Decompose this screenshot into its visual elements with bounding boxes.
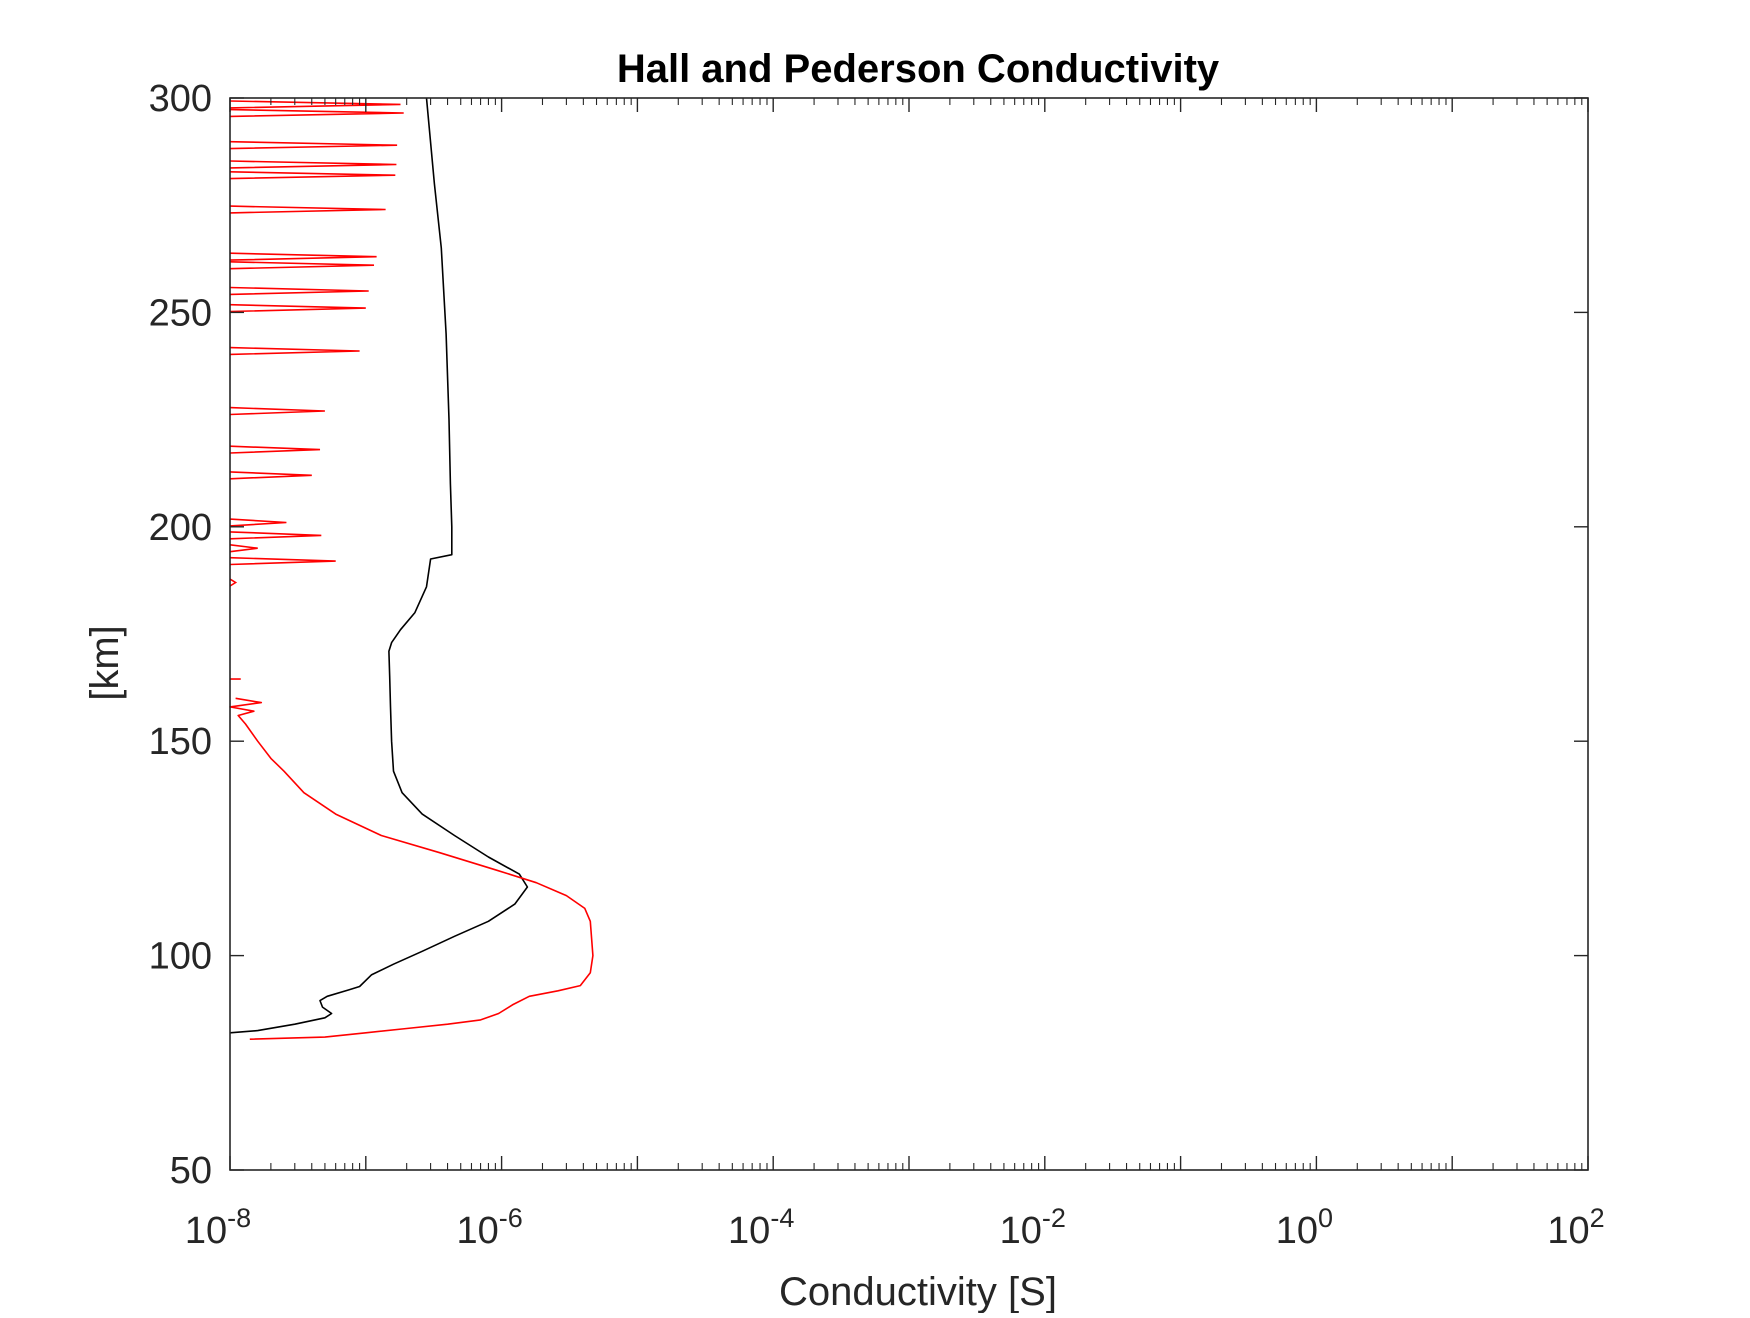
series-spike-17 — [229, 140, 398, 150]
axes-box — [229, 97, 1589, 1171]
x-axis-label: Conductivity [S] — [779, 1270, 1057, 1313]
series-spike-4 — [229, 531, 322, 540]
series-spike-15 — [229, 171, 396, 180]
series-spike-9 — [229, 346, 360, 356]
y-tick-label: 150 — [149, 721, 212, 763]
y-tick-label: 250 — [149, 292, 212, 334]
series-spike-5 — [229, 518, 287, 527]
y-tick-label: 300 — [149, 78, 212, 120]
series-spike-18 — [229, 108, 404, 118]
series-line-1 — [229, 97, 529, 1034]
y-tick-label: 100 — [149, 936, 212, 978]
y-tick-label: 50 — [170, 1150, 212, 1192]
series-spike-3 — [229, 544, 258, 553]
y-tick-label: 200 — [149, 507, 212, 549]
x-tick-label: 102 — [1547, 1203, 1604, 1252]
series-spike-2 — [229, 556, 336, 566]
series-spike-14 — [229, 205, 386, 214]
x-tick-label: 10-8 — [185, 1203, 251, 1252]
series-spike-13 — [229, 252, 377, 261]
series-line-2 — [229, 697, 594, 1040]
series-spike-11 — [229, 286, 369, 296]
series-spike-12 — [229, 261, 375, 270]
series-spike-6 — [229, 471, 312, 480]
y-axis-label: [km] — [83, 625, 127, 701]
series-spike-7 — [229, 445, 321, 454]
series-spike-16 — [229, 160, 397, 169]
series-spike-19 — [229, 100, 401, 109]
series-spike-10 — [229, 303, 366, 313]
x-tick-label: 10-2 — [1000, 1203, 1066, 1252]
x-tick-label: 10-4 — [728, 1203, 794, 1252]
series-spike-8 — [229, 406, 325, 416]
series-spike-1 — [229, 578, 238, 587]
x-tick-label: 100 — [1276, 1203, 1333, 1252]
plot-area: 10-8 10-6 10-4 10-2 100 102 50 100 150 200 250 300 — [149, 78, 1605, 1252]
x-tick-label: 10-6 — [456, 1203, 522, 1252]
chart-title: Hall and Pederson Conductivity — [617, 47, 1220, 91]
